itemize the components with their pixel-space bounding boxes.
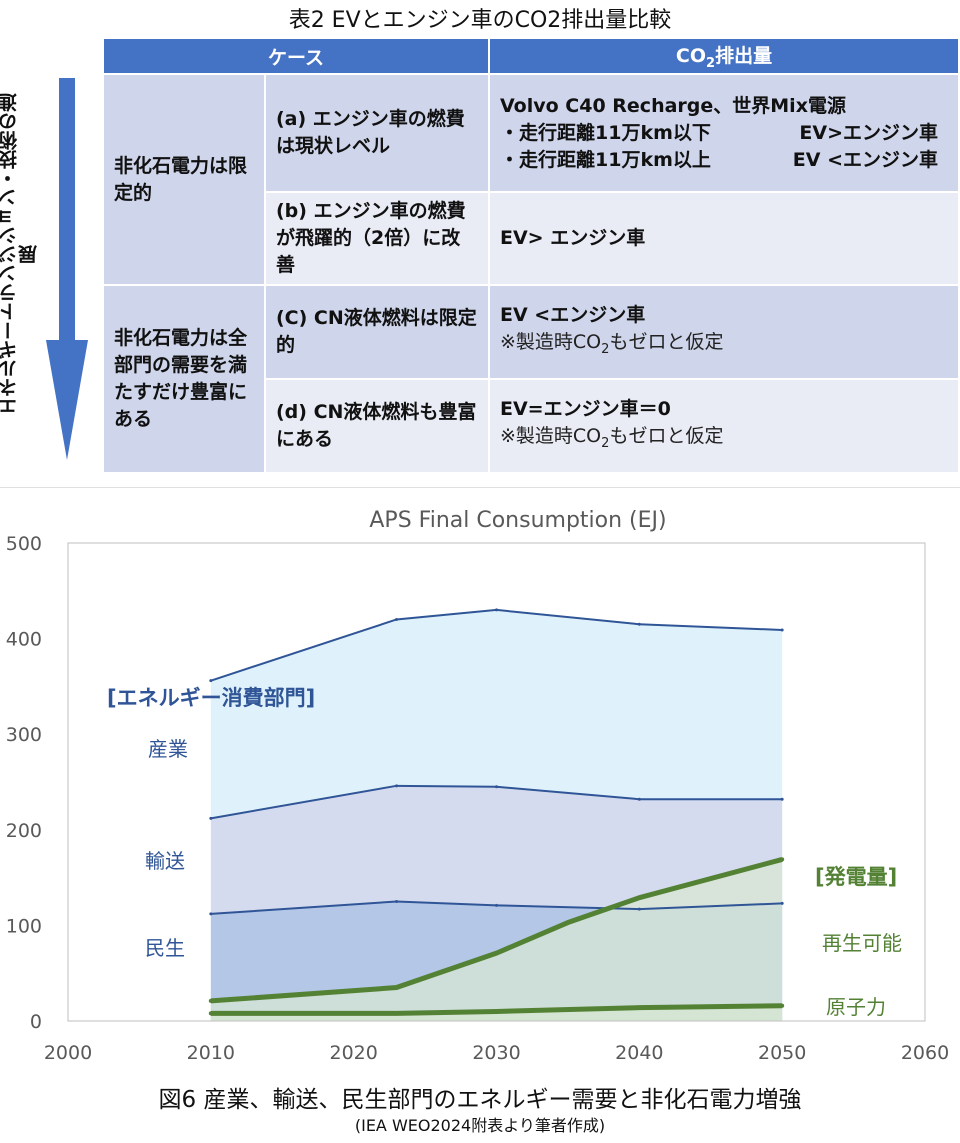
vertical-axis-label: エネルギートランジション・技術の進展 [0, 93, 40, 417]
result-line: Volvo C40 Recharge、世界Mix電源 [500, 94, 846, 117]
case-cell: (b) エンジン車の燃費が飛躍的（2倍）に改善 [264, 191, 490, 286]
area-輸送 [210, 785, 783, 914]
point-産業 [637, 622, 641, 626]
result-cell: EV=エンジン車＝0 ※製造時CO2もゼロと仮定 [488, 378, 960, 474]
point-原子力 [494, 1009, 499, 1014]
table-row: (d) CN液体燃料も豊富にある EV=エンジン車＝0 ※製造時CO2もゼロと仮… [103, 378, 960, 474]
case-cell: (d) CN液体燃料も豊富にある [264, 378, 490, 474]
generation-header-label: [発電量] [815, 865, 897, 889]
series-label-transport: 輸送 [145, 849, 185, 873]
point-民生 [395, 900, 399, 903]
x-tick-label: 2000 [44, 1042, 92, 1064]
table-row: 非化石電力は全部門の需要を満たすだけ豊富にある (C) CN液体燃料は限定的 E… [102, 284, 960, 474]
point-民生 [780, 901, 784, 905]
case-cell: (a) エンジン車の燃費は現状レベル [264, 73, 490, 193]
plot-area [208, 608, 785, 1021]
result-line: EV <エンジン車 [500, 303, 646, 326]
point-原子力 [637, 1005, 642, 1010]
x-tick-label: 2030 [472, 1042, 520, 1064]
y-tick-label: 300 [6, 724, 42, 746]
result-cell: EV> エンジン車 [488, 191, 960, 286]
result-line: ・走行距離11万km以上 EV <エンジン車 [500, 147, 948, 174]
point-再生可能 [637, 895, 642, 900]
series-label-residential: 民生 [145, 936, 185, 960]
progress-arrow [46, 78, 88, 460]
plot-border [67, 542, 926, 1022]
y-tick-label: 100 [6, 915, 42, 937]
x-tick-label: 2060 [901, 1042, 949, 1064]
y-tick-label: 400 [6, 629, 42, 651]
series-label-industry: 産業 [148, 737, 188, 761]
point-輸送 [780, 797, 784, 801]
point-産業 [780, 628, 784, 632]
header-co2-sub: 2 [706, 56, 716, 71]
y-tick-label: 200 [6, 820, 42, 842]
point-再生可能 [394, 985, 399, 990]
point-再生可能 [565, 920, 570, 925]
point-再生可能 [208, 998, 213, 1003]
result-line: ・走行距離11万km以下 EV>エンジン車 [500, 120, 948, 147]
figure-caption: 図6 産業、輸送、民生部門のエネルギー需要と非化石電力増強 [158, 1087, 802, 1113]
result-note: ※製造時CO2もゼロと仮定 [500, 329, 948, 363]
axes: 2000 2010 2020 2030 2040 2050 2060 0 100 200 300 40… [6, 533, 949, 1064]
table-row: 非化石電力は限定的 (a) エンジン車の燃費は現状レベル Volvo C40 R… [102, 73, 960, 286]
result-line: EV=エンジン車＝0 [500, 397, 671, 420]
result-line-left: ・走行距離11万km以上 [500, 148, 711, 171]
point-民生 [209, 912, 213, 916]
point-輸送 [395, 784, 399, 788]
point-原子力 [208, 1011, 213, 1016]
x-tick-label: 2010 [187, 1042, 235, 1064]
point-原子力 [394, 1011, 399, 1016]
point-再生可能 [780, 857, 785, 862]
table-header-row: ケース CO2排出量 [102, 37, 960, 75]
point-産業 [495, 608, 498, 612]
point-民生 [495, 903, 498, 907]
table-title: 表2 EVとエンジン車のCO2排出量比較 [288, 8, 672, 33]
point-産業 [395, 617, 399, 621]
category-cell: 非化石電力は限定的 [102, 73, 266, 286]
case-cell: (C) CN液体燃料は限定的 [264, 284, 490, 380]
note-sub: 2 [601, 435, 610, 451]
y-tick-label: 500 [6, 533, 42, 555]
point-産業 [209, 679, 213, 683]
header-co2: CO2排出量 [488, 37, 960, 75]
note-post: もゼロと仮定 [609, 330, 724, 353]
result-note: ※製造時CO2もゼロと仮定 [500, 423, 948, 457]
sector-header-label: [エネルギー消費部門] [107, 686, 315, 710]
result-line-left: ・走行距離11万km以下 [500, 121, 711, 144]
series-label-nuclear: 原子力 [826, 995, 886, 1019]
x-tick-label: 2050 [758, 1042, 806, 1064]
line-再生可能 [210, 857, 783, 1004]
figure-source: (IEA WEO2024附表より筆者作成) [354, 1116, 606, 1135]
category-cell: 非化石電力は全部門の需要を満たすだけ豊富にある [102, 284, 266, 474]
y-tick-label: 0 [30, 1011, 42, 1033]
result-cell: EV <エンジン車 ※製造時CO2もゼロと仮定 [488, 284, 960, 380]
header-case: ケース [102, 37, 490, 75]
note-post: もゼロと仮定 [609, 424, 724, 447]
x-tick-label: 2040 [615, 1042, 663, 1064]
x-tick-label: 2020 [329, 1042, 377, 1064]
consumption-chart: APS Final Consumption (EJ) 2000 2010 2020 2… [6, 508, 949, 1064]
comparison-table: ケース CO2排出量 非化石電力は限定的 (a) エンジン車の燃費は現状レベル … [102, 37, 960, 474]
result-line-right: EV <エンジン車 [792, 148, 938, 171]
point-輸送 [637, 797, 641, 801]
point-民生 [637, 907, 641, 911]
point-輸送 [495, 785, 498, 789]
point-輸送 [209, 816, 213, 820]
note-sub: 2 [601, 341, 610, 357]
note-pre: ※製造時CO [500, 424, 602, 447]
header-co2-rest: 排出量 [715, 45, 773, 67]
header-co2-main: CO [675, 45, 707, 67]
area-産業 [210, 609, 783, 819]
series-label-renewable: 再生可能 [822, 931, 902, 955]
result-line-right: EV>エンジン車 [799, 121, 938, 144]
section-divider [0, 487, 960, 488]
point-原子力 [780, 1003, 785, 1008]
result-cell: Volvo C40 Recharge、世界Mix電源 ・走行距離11万km以下 … [488, 73, 960, 193]
table-row: (b) エンジン車の燃費が飛躍的（2倍）に改善 EV> エンジン車 [103, 191, 960, 286]
chart-title: APS Final Consumption (EJ) [369, 508, 666, 533]
point-再生可能 [494, 951, 499, 956]
note-pre: ※製造時CO [500, 330, 602, 353]
